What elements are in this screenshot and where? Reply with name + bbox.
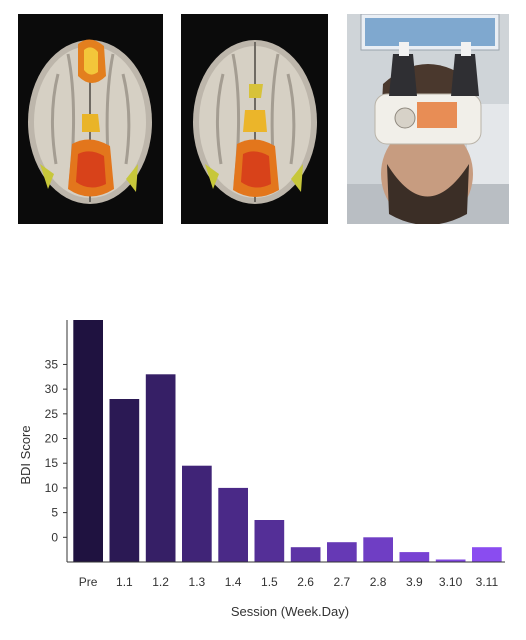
brain-scan-2-graphic <box>193 40 317 204</box>
y-tick-label: 0 <box>51 530 58 544</box>
y-tick-label: 25 <box>45 407 59 421</box>
x-tick-label: 1.1 <box>116 575 133 589</box>
bar-2.6 <box>290 547 321 562</box>
x-tick-label: 2.7 <box>334 575 351 589</box>
bar-1.5 <box>254 520 285 562</box>
bar-1.2 <box>145 374 176 562</box>
bars-group <box>73 320 502 562</box>
brain-scan-2 <box>181 14 328 224</box>
bar-3.9 <box>399 552 430 562</box>
bar-2.7 <box>327 542 357 562</box>
bar-3.11 <box>472 547 502 562</box>
tms-photo-graphic <box>347 14 509 224</box>
y-tick-label: 15 <box>45 456 59 470</box>
bar-1.1 <box>109 399 140 562</box>
brain-scan-1-graphic <box>28 39 152 204</box>
brain-scan-1 <box>18 14 163 224</box>
x-tick-label: 1.5 <box>261 575 278 589</box>
x-tick-label: 3.11 <box>476 575 499 589</box>
bar-3.10 <box>435 559 466 562</box>
x-tick-label: 1.2 <box>152 575 169 589</box>
x-tick-label: 2.8 <box>370 575 387 589</box>
y-axis: 0 5 10 15 20 25 30 35 <box>45 320 68 562</box>
y-tick-label: 35 <box>45 357 59 371</box>
bar-1.4 <box>218 487 248 562</box>
bar-Pre <box>73 320 103 562</box>
y-tick-label: 20 <box>45 432 59 446</box>
x-axis: Pre 1.1 1.2 1.3 1.4 1.5 2.6 2.7 2.8 3.9 3.10 3.11 <box>67 561 505 589</box>
x-tick-label: 2.6 <box>297 575 314 589</box>
y-tick-label: 30 <box>45 382 59 396</box>
x-tick-label: 1.3 <box>189 575 206 589</box>
x-tick-label: 3.10 <box>439 575 463 589</box>
x-tick-label: 3.9 <box>406 575 423 589</box>
y-axis-label: BDI Score <box>18 425 33 484</box>
x-axis-label: Session (Week.Day) <box>231 604 349 619</box>
x-tick-label: 1.4 <box>225 575 242 589</box>
y-tick-label: 10 <box>45 481 59 495</box>
x-tick-label: Pre <box>79 575 98 589</box>
tms-photo <box>347 14 509 224</box>
y-tick-label: 5 <box>51 506 58 520</box>
bar-1.3 <box>182 465 212 562</box>
bdi-bar-chart: 0 5 10 15 20 25 30 35 Pre 1.1 1.2 1.3 1.4 1.5 2.6 2.7 2… <box>18 320 505 619</box>
bar-2.8 <box>363 537 393 562</box>
